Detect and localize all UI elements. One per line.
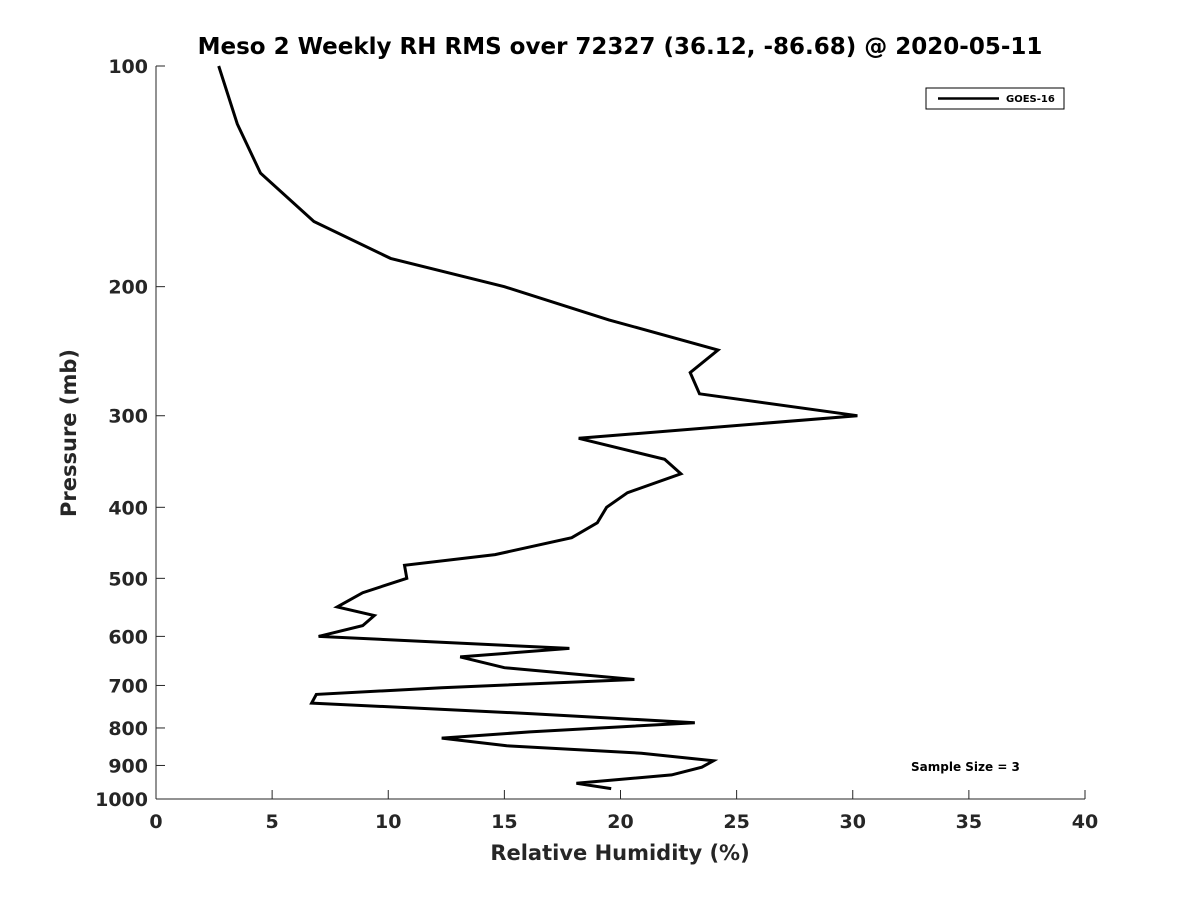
x-tick-label: 15: [491, 811, 517, 833]
series-line-goes-16: [217, 65, 858, 791]
x-tick-label: 25: [723, 811, 749, 833]
legend-label-goes-16: GOES-16: [1006, 94, 1055, 105]
x-axis-label: Relative Humidity (%): [490, 841, 749, 865]
sample-size-annotation: Sample Size = 3: [911, 760, 1020, 774]
y-tick-label: 500: [108, 568, 148, 590]
plot-area: 0 5 10 15 20 25 30 35 40 100 200 300 400 500 600 700 800…: [95, 56, 1098, 833]
y-tick-label: 700: [108, 675, 148, 697]
x-tick-label: 5: [266, 811, 279, 833]
y-tick-label: 800: [108, 718, 148, 740]
y-tick-label: 400: [108, 497, 148, 519]
x-tick-label: 35: [956, 811, 982, 833]
x-tick-label: 40: [1072, 811, 1098, 833]
x-tick-label: 0: [149, 811, 162, 833]
x-tick-label: 10: [375, 811, 401, 833]
y-tick-label: 100: [108, 56, 148, 78]
y-tick-label: 1000: [95, 789, 148, 811]
y-tick-label: 900: [108, 755, 148, 777]
y-axis-label: Pressure (mb): [57, 349, 81, 517]
y-tick-label: 200: [108, 277, 148, 299]
y-tick-label: 600: [108, 626, 148, 648]
x-tick-label: 30: [840, 811, 866, 833]
y-tick-label: 300: [108, 406, 148, 428]
legend: GOES-16: [925, 87, 1065, 110]
chart-title: Meso 2 Weekly RH RMS over 72327 (36.12, …: [198, 34, 1043, 60]
x-tick-label: 20: [607, 811, 633, 833]
